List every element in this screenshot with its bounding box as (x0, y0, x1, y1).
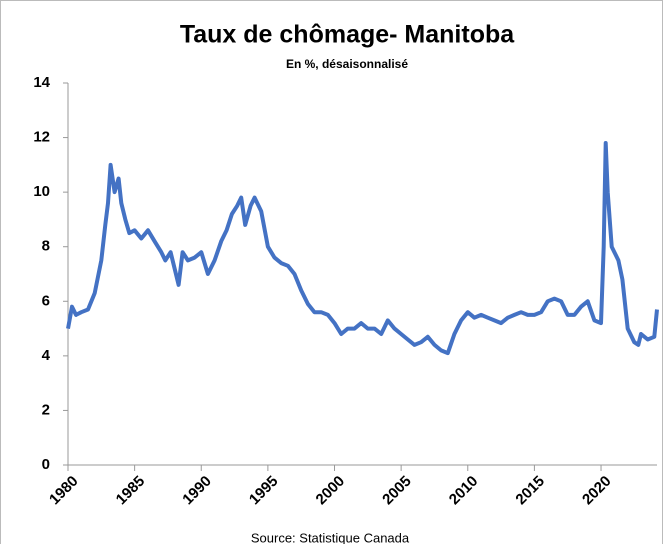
y-tick-label: 10 (33, 183, 50, 200)
y-tick-label: 4 (42, 347, 51, 364)
chart-subtitle: En %, désaisonnalisé (286, 57, 408, 71)
y-tick-label: 0 (42, 456, 50, 473)
y-tick-label: 2 (42, 401, 50, 418)
y-tick-label: 14 (33, 74, 50, 91)
y-tick-label: 8 (42, 238, 50, 255)
line-series (66, 141, 659, 356)
y-tick-label: 6 (42, 292, 50, 309)
y-tick-label: 12 (33, 129, 50, 146)
source: Source: Statistique Canada (251, 530, 410, 544)
chart-title: Taux de chômage- Manitoba (180, 21, 515, 49)
